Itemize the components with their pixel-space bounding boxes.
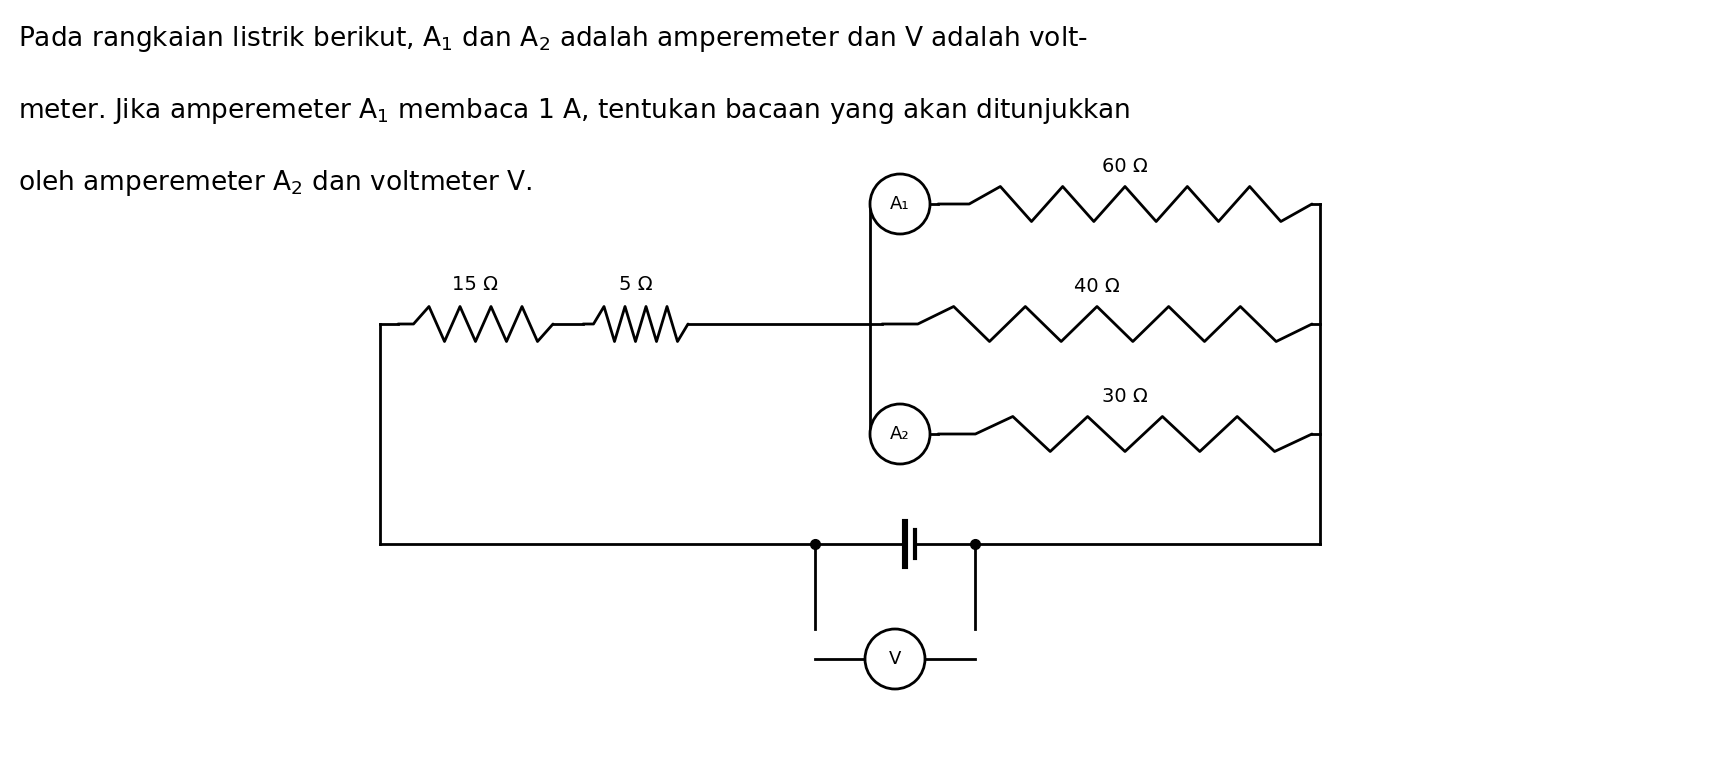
Text: 60 Ω: 60 Ω bbox=[1103, 157, 1148, 176]
Circle shape bbox=[870, 404, 929, 464]
Text: V: V bbox=[890, 650, 902, 668]
Text: 40 Ω: 40 Ω bbox=[1073, 277, 1120, 296]
Text: 30 Ω: 30 Ω bbox=[1103, 387, 1148, 406]
Text: A₂: A₂ bbox=[890, 425, 910, 443]
Text: 5 Ω: 5 Ω bbox=[619, 275, 652, 294]
Text: Pada rangkaian listrik berikut, A$_1$ dan A$_2$ adalah amperemeter dan V adalah : Pada rangkaian listrik berikut, A$_1$ da… bbox=[17, 24, 1087, 54]
Text: A₁: A₁ bbox=[890, 195, 910, 213]
Circle shape bbox=[865, 629, 924, 689]
Text: oleh amperemeter A$_2$ dan voltmeter V.: oleh amperemeter A$_2$ dan voltmeter V. bbox=[17, 168, 532, 198]
Circle shape bbox=[870, 174, 929, 234]
Text: meter. Jika amperemeter A$_1$ membaca 1 A, tentukan bacaan yang akan ditunjukkan: meter. Jika amperemeter A$_1$ membaca 1 … bbox=[17, 96, 1131, 126]
Text: 15 Ω: 15 Ω bbox=[453, 275, 498, 294]
